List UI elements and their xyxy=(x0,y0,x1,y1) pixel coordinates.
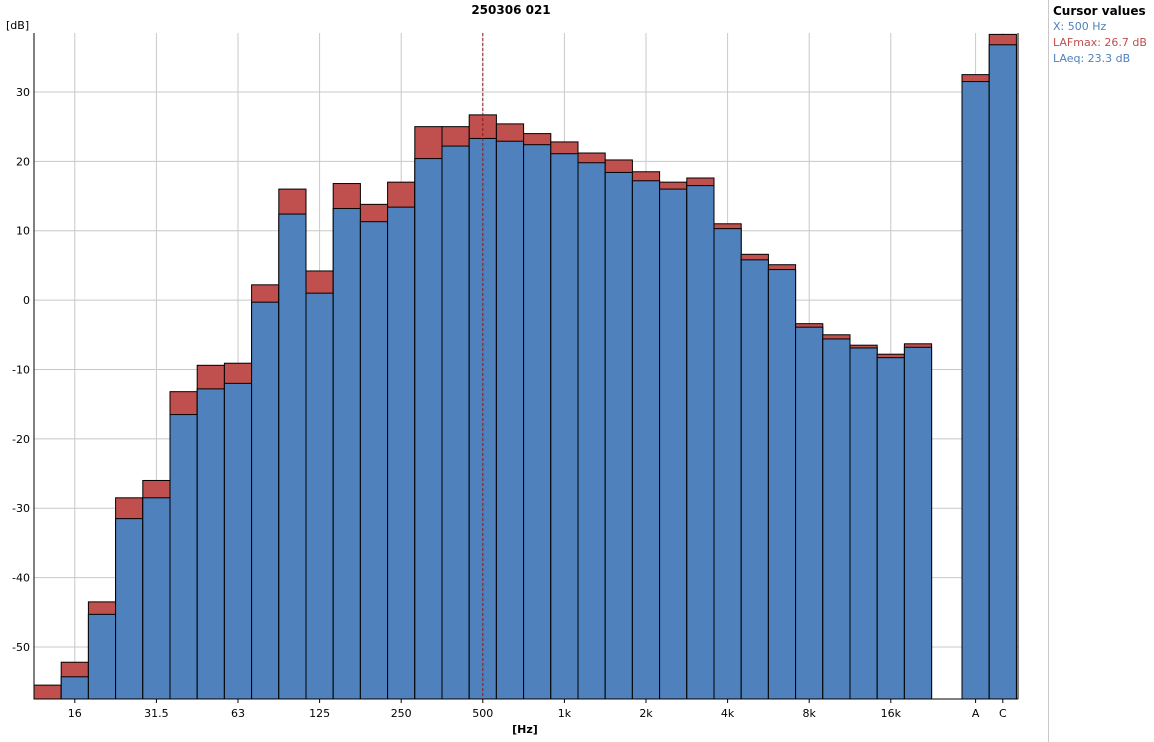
x-tick-label: 1k xyxy=(558,707,572,720)
bar-laeq xyxy=(251,301,280,700)
bar-laeq xyxy=(849,347,878,700)
y-tick-label: -10 xyxy=(12,363,30,376)
y-tick-label: 30 xyxy=(16,86,30,99)
y-tick-label: -50 xyxy=(12,641,30,654)
bar-laeq xyxy=(169,414,198,700)
bar-laeq xyxy=(767,269,797,700)
bar-laeq xyxy=(631,180,661,700)
cursor-values-panel: Cursor values X: 500 Hz LAFmax: 26.7 dB … xyxy=(1053,3,1153,67)
x-tick-label: C xyxy=(999,707,1007,720)
x-tick-label: 16 xyxy=(68,707,82,720)
bar-laeq xyxy=(387,206,416,700)
bar-laeq xyxy=(359,221,389,700)
x-tick-label: 500 xyxy=(472,707,493,720)
y-axis-label: [dB] xyxy=(6,19,29,32)
bar-laeq xyxy=(903,346,933,700)
bar-laeq xyxy=(332,208,361,700)
bar-laeq xyxy=(305,292,334,700)
bar-laeq xyxy=(115,518,144,700)
bar-laeq xyxy=(278,213,307,700)
x-tick-label: 250 xyxy=(391,707,412,720)
y-tick-label: -40 xyxy=(12,572,30,585)
x-tick-label: 2k xyxy=(639,707,653,720)
bar-laeq xyxy=(795,326,824,700)
bar-laeq xyxy=(87,613,117,700)
x-axis-label: [Hz] xyxy=(512,723,538,736)
x-tick-label: 16k xyxy=(881,707,902,720)
bar-laeq xyxy=(550,153,579,700)
bar-laeq xyxy=(988,44,1017,700)
bar-laeq xyxy=(822,338,851,700)
cursor-x-value: X: 500 Hz xyxy=(1053,20,1107,33)
x-tick-label: 125 xyxy=(309,707,330,720)
bar-laeq xyxy=(659,188,688,700)
bar-laeq xyxy=(740,259,769,700)
bar-laeq xyxy=(686,185,715,700)
bar-laeq xyxy=(961,81,990,700)
bar-laeq xyxy=(223,382,253,700)
y-tick-label: -30 xyxy=(12,502,30,515)
bar-laeq xyxy=(60,676,89,700)
bar-laeq xyxy=(142,497,171,700)
bar-laeq xyxy=(604,171,633,700)
bar-laeq xyxy=(876,357,905,700)
x-tick-label: 31.5 xyxy=(144,707,169,720)
panel-divider xyxy=(1048,0,1049,742)
y-tick-label: 10 xyxy=(16,225,30,238)
y-tick-label: 0 xyxy=(23,294,30,307)
x-tick-label: A xyxy=(972,707,980,720)
x-tick-label: 4k xyxy=(721,707,735,720)
bar-laeq xyxy=(196,388,225,700)
bar-laeq xyxy=(441,145,470,700)
bar-lafmax xyxy=(33,684,62,700)
spectrum-chart[interactable]: -50 -40 -30 -20 -10 0 10 20 30 16 31.5 63 125 250 500 1… xyxy=(0,0,1048,742)
x-tick-label: 8k xyxy=(803,707,817,720)
bar-laeq xyxy=(577,162,606,700)
chart-title: 250306 021 xyxy=(471,3,550,17)
bar-laeq xyxy=(414,158,443,700)
bar-laeq xyxy=(713,228,742,700)
y-tick-label: 20 xyxy=(16,155,30,168)
cursor-laeq-value: LAeq: 23.3 dB xyxy=(1053,52,1131,65)
cursor-values-title: Cursor values xyxy=(1053,4,1146,18)
cursor-lafmax-value: LAFmax: 26.7 dB xyxy=(1053,36,1147,49)
bar-laeq xyxy=(495,140,525,700)
x-tick-label: 63 xyxy=(231,707,245,720)
bar-laeq xyxy=(523,144,552,700)
y-tick-label: -20 xyxy=(12,433,30,446)
